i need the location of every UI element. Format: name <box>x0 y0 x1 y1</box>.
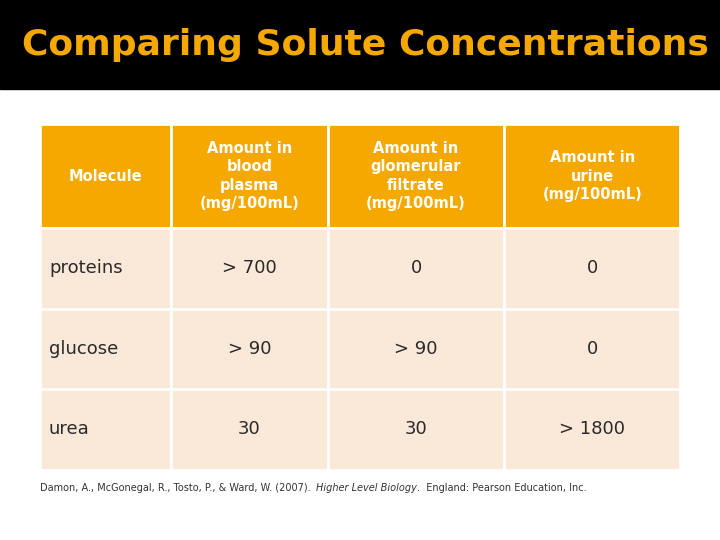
Bar <box>504 308 680 389</box>
Text: Amount in
urine
(mg/100mL): Amount in urine (mg/100mL) <box>542 150 642 202</box>
Bar <box>0 0 720 89</box>
Text: 0: 0 <box>587 340 598 358</box>
Text: Amount in
glomerular
filtrate
(mg/100mL): Amount in glomerular filtrate (mg/100mL) <box>366 140 466 212</box>
Bar <box>171 308 328 389</box>
Text: > 700: > 700 <box>222 259 276 277</box>
Bar <box>328 124 504 228</box>
Text: 0: 0 <box>410 259 422 277</box>
Bar <box>171 228 328 308</box>
Bar <box>504 389 680 470</box>
Text: 0: 0 <box>587 259 598 277</box>
Text: Molecule: Molecule <box>68 168 142 184</box>
Text: Amount in
blood
plasma
(mg/100mL): Amount in blood plasma (mg/100mL) <box>199 140 300 212</box>
Text: > 1800: > 1800 <box>559 421 625 438</box>
Text: 30: 30 <box>238 421 261 438</box>
Bar <box>171 124 328 228</box>
Text: > 90: > 90 <box>395 340 438 358</box>
Bar <box>40 228 171 308</box>
Bar <box>40 389 171 470</box>
Bar <box>328 308 504 389</box>
Text: glucose: glucose <box>49 340 118 358</box>
Bar <box>328 389 504 470</box>
Text: urea: urea <box>49 421 90 438</box>
Bar <box>504 228 680 308</box>
Bar <box>328 228 504 308</box>
Text: .  England: Pearson Education, Inc.: . England: Pearson Education, Inc. <box>418 483 587 494</box>
Text: > 90: > 90 <box>228 340 271 358</box>
Text: 30: 30 <box>405 421 428 438</box>
Bar <box>40 308 171 389</box>
Bar <box>171 389 328 470</box>
Bar <box>40 124 171 228</box>
Text: Damon, A., McGonegal, R., Tosto, P., & Ward, W. (2007).: Damon, A., McGonegal, R., Tosto, P., & W… <box>40 483 317 494</box>
Text: Comparing Solute Concentrations: Comparing Solute Concentrations <box>22 28 708 62</box>
Text: proteins: proteins <box>49 259 122 277</box>
Text: Higher Level Biology: Higher Level Biology <box>317 483 418 494</box>
Bar <box>504 124 680 228</box>
